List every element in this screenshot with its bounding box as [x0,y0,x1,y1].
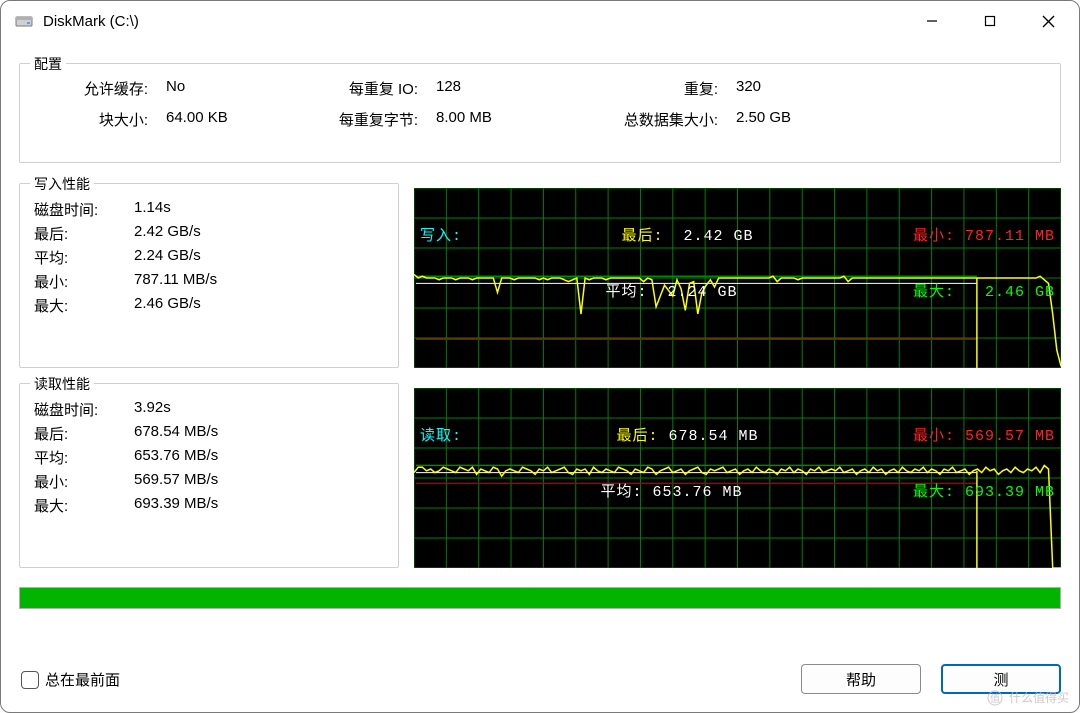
titlebar: DiskMark (C:\) [1,1,1079,41]
write-time-label: 磁盘时间: [34,199,134,220]
read-perf-legend: 读取性能 [30,374,94,394]
write-last-label: 最后: [34,223,134,244]
watermark-text: 什么值得买 [1009,689,1069,706]
help-button[interactable]: 帮助 [801,664,921,694]
write-chart-last-value: 2.42 GB [683,226,753,248]
minimize-button[interactable] [903,1,961,41]
read-time-value: 3.92s [134,399,171,420]
read-chart-min-label: 最小: [913,426,955,448]
always-on-top-checkbox[interactable]: 总在最前面 [21,669,120,690]
cfg-repeat-label: 重复: [566,78,726,99]
read-avg-value: 653.76 MB/s [134,447,218,468]
maximize-button[interactable] [961,1,1019,41]
window-title: DiskMark (C:\) [43,13,903,30]
always-on-top-label: 总在最前面 [45,669,120,690]
read-chart-max-value: 693.39 MB [965,482,1055,504]
write-last-value: 2.42 GB/s [134,223,201,244]
write-chart-avg-label: 平均: [605,282,647,304]
read-chart-last-label: 最后: [616,426,658,448]
write-avg-label: 平均: [34,247,134,268]
read-time-label: 磁盘时间: [34,399,134,420]
read-min-label: 最小: [34,471,134,492]
read-min-value: 569.57 MB/s [134,471,218,492]
cfg-bytes-value: 8.00 MB [436,109,556,130]
read-last-label: 最后: [34,423,134,444]
app-window: DiskMark (C:\) 配置 允许缓存: No 每重复 IO: 128 重… [0,0,1080,713]
help-button-label: 帮助 [846,669,876,690]
write-min-value: 787.11 MB/s [134,271,217,292]
write-chart-max-value: 2.46 GB [985,282,1055,304]
write-chart-name: 写入: [420,226,462,248]
read-chart-name: 读取: [420,426,462,448]
cfg-allow-cache-label: 允许缓存: [36,78,156,99]
cfg-io-label: 每重复 IO: [296,78,426,99]
cfg-dataset-value: 2.50 GB [736,109,836,130]
read-chart-avg-value: 653.76 MB [652,482,742,504]
cfg-io-value: 128 [436,78,556,99]
write-chart-max-label: 最大: [913,282,955,304]
write-chart: 写入: 最后: 2.42 GB 最小: 787.11 MB 平均: 2.24 G… [414,188,1061,368]
write-perf-legend: 写入性能 [30,174,94,194]
read-max-value: 693.39 MB/s [134,495,218,516]
write-time-value: 1.14s [134,199,171,220]
progress-bar [19,587,1061,609]
window-controls [903,1,1077,41]
read-chart: 读取: 最后: 678.54 MB 最小: 569.57 MB 平均: 653.… [414,388,1061,568]
test-button-label: 测 [993,669,1008,690]
read-chart-min-value: 569.57 MB [965,426,1055,448]
close-button[interactable] [1019,1,1077,41]
write-chart-avg-value: 2.24 GB [667,282,737,304]
write-perf-group: 写入性能 磁盘时间:1.14s 最后:2.42 GB/s 平均:2.24 GB/… [19,183,399,368]
cfg-dataset-label: 总数据集大小: [566,109,726,130]
read-last-value: 678.54 MB/s [134,423,218,444]
watermark: 值 什么值得买 [987,689,1069,706]
write-avg-value: 2.24 GB/s [134,247,201,268]
cfg-repeat-value: 320 [736,78,836,99]
read-chart-avg-label: 平均: [600,482,642,504]
cfg-allow-cache-value: No [166,78,286,99]
write-min-label: 最小: [34,271,134,292]
read-max-label: 最大: [34,495,134,516]
read-perf-group: 读取性能 磁盘时间:3.92s 最后:678.54 MB/s 平均:653.76… [19,383,399,568]
write-chart-last-label: 最后: [621,226,663,248]
read-chart-last-value: 678.54 MB [668,426,758,448]
svg-text:值: 值 [990,692,1000,705]
read-chart-header: 读取: 最后: 678.54 MB 最小: 569.57 MB 平均: 653.… [420,392,1055,538]
write-max-value: 2.46 GB/s [134,295,201,316]
disk-icon [15,12,33,30]
config-group: 配置 允许缓存: No 每重复 IO: 128 重复: 320 块大小: 64.… [19,63,1061,163]
cfg-block-value: 64.00 KB [166,109,286,130]
write-chart-min-label: 最小: [913,226,955,248]
cfg-bytes-label: 每重复字节: [296,109,426,130]
progress-fill [20,588,1060,608]
write-chart-header: 写入: 最后: 2.42 GB 最小: 787.11 MB 平均: 2.24 G… [420,192,1055,338]
write-max-label: 最大: [34,295,134,316]
read-chart-max-label: 最大: [913,482,955,504]
cfg-block-label: 块大小: [36,109,156,130]
read-avg-label: 平均: [34,447,134,468]
write-chart-min-value: 787.11 MB [965,226,1055,248]
config-legend: 配置 [30,54,66,74]
checkbox-icon [21,671,39,689]
